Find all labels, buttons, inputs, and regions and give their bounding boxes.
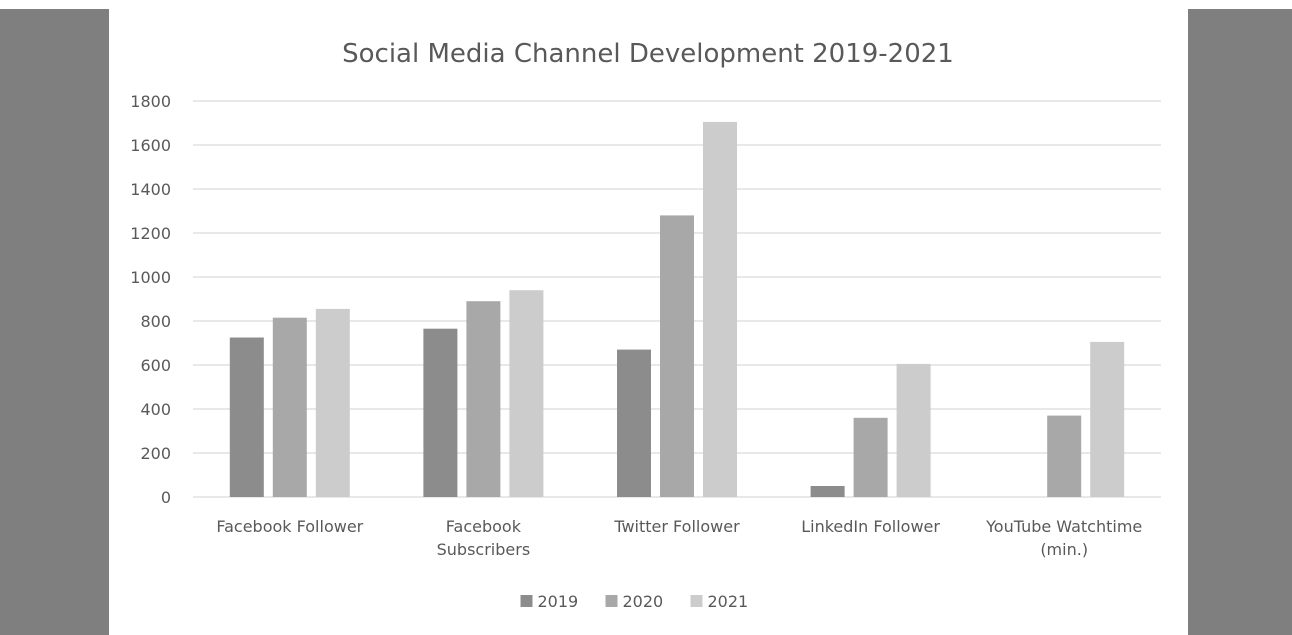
bar-2021-4 bbox=[1090, 341, 1125, 497]
top-strip bbox=[0, 0, 1292, 9]
bar-2021-2 bbox=[703, 121, 737, 498]
bar-2020-4 bbox=[1047, 415, 1082, 497]
legend-label: 2021 bbox=[708, 592, 749, 611]
bars bbox=[229, 121, 1125, 498]
y-tick-label: 600 bbox=[140, 356, 171, 375]
x-category-label: Subscribers bbox=[437, 540, 531, 559]
y-axis: 0 200 400 600 800 1000 1200 1400 1600 1800 bbox=[130, 92, 171, 507]
x-category-label: (min.) bbox=[1040, 540, 1088, 559]
legend-swatch bbox=[605, 595, 618, 607]
bar-chart: Social Media Channel Development 2019-20… bbox=[130, 39, 1161, 611]
chart-title: Social Media Channel Development 2019-20… bbox=[342, 39, 954, 69]
y-tick-label: 1200 bbox=[130, 224, 171, 243]
bar-2020-1 bbox=[466, 301, 501, 497]
chart-card: Social Media Channel Development 2019-20… bbox=[109, 9, 1188, 635]
legend-label: 2020 bbox=[623, 592, 664, 611]
legend-label: 2019 bbox=[538, 592, 579, 611]
x-category-label: LinkedIn Follower bbox=[801, 517, 940, 536]
y-tick-label: 0 bbox=[161, 488, 171, 507]
bar-2020-0 bbox=[272, 317, 307, 497]
y-tick-label: 200 bbox=[140, 444, 171, 463]
x-axis: Facebook Follower Facebook Subscribers Twit… bbox=[216, 517, 1142, 559]
legend: 2019 2020 2021 bbox=[520, 592, 749, 611]
x-category-label: Twitter Follower bbox=[613, 517, 740, 536]
bar-2019-2 bbox=[617, 349, 651, 497]
bar-2020-3 bbox=[853, 417, 888, 497]
bar-2019-1 bbox=[423, 328, 458, 497]
y-tick-label: 1000 bbox=[130, 268, 171, 287]
x-category-label: Facebook Follower bbox=[216, 517, 363, 536]
bar-2019-3 bbox=[810, 486, 845, 497]
bar-2021-1 bbox=[509, 290, 544, 497]
x-category-label: YouTube Watchtime bbox=[985, 517, 1142, 536]
bar-2019-0 bbox=[229, 337, 264, 497]
y-tick-label: 400 bbox=[140, 400, 171, 419]
y-tick-label: 1400 bbox=[130, 180, 171, 199]
y-tick-label: 1800 bbox=[130, 92, 171, 111]
x-category-label: Facebook bbox=[446, 517, 522, 536]
legend-swatch bbox=[520, 595, 533, 607]
bar-2020-2 bbox=[660, 215, 694, 497]
bar-2021-0 bbox=[315, 308, 350, 497]
legend-swatch bbox=[690, 595, 703, 607]
y-tick-label: 1600 bbox=[130, 136, 171, 155]
bar-2021-3 bbox=[896, 363, 931, 497]
y-tick-label: 800 bbox=[140, 312, 171, 331]
